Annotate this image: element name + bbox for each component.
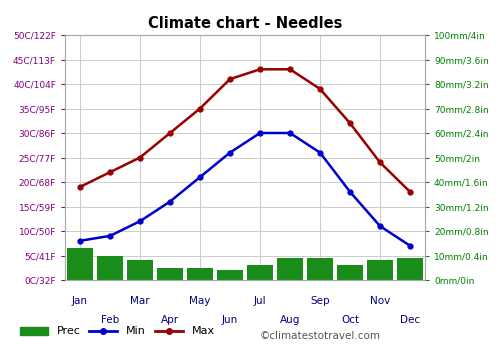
Text: Dec: Dec	[400, 315, 420, 325]
Bar	[217, 270, 243, 280]
Bar	[307, 258, 333, 280]
Bar	[187, 268, 213, 280]
Bar	[277, 258, 303, 280]
Text: Jul: Jul	[254, 296, 266, 306]
Text: Feb: Feb	[101, 315, 119, 325]
Text: Oct: Oct	[341, 315, 359, 325]
Text: Apr: Apr	[161, 315, 179, 325]
Text: Jun: Jun	[222, 315, 238, 325]
Legend: Prec, Min, Max: Prec, Min, Max	[16, 322, 219, 341]
Title: Climate chart - Needles: Climate chart - Needles	[148, 16, 342, 31]
Text: Nov: Nov	[370, 296, 390, 306]
Bar	[127, 260, 153, 280]
Bar	[157, 268, 183, 280]
Text: Jan: Jan	[72, 296, 88, 306]
Text: Mar: Mar	[130, 296, 150, 306]
Bar	[337, 265, 363, 280]
Text: ©climatestotravel.com: ©climatestotravel.com	[260, 331, 381, 341]
Bar	[247, 265, 273, 280]
Bar	[97, 256, 123, 280]
Text: Aug: Aug	[280, 315, 300, 325]
Bar	[397, 258, 423, 280]
Bar	[367, 260, 393, 280]
Text: May: May	[190, 296, 210, 306]
Text: Sep: Sep	[310, 296, 330, 306]
Bar	[67, 248, 93, 280]
